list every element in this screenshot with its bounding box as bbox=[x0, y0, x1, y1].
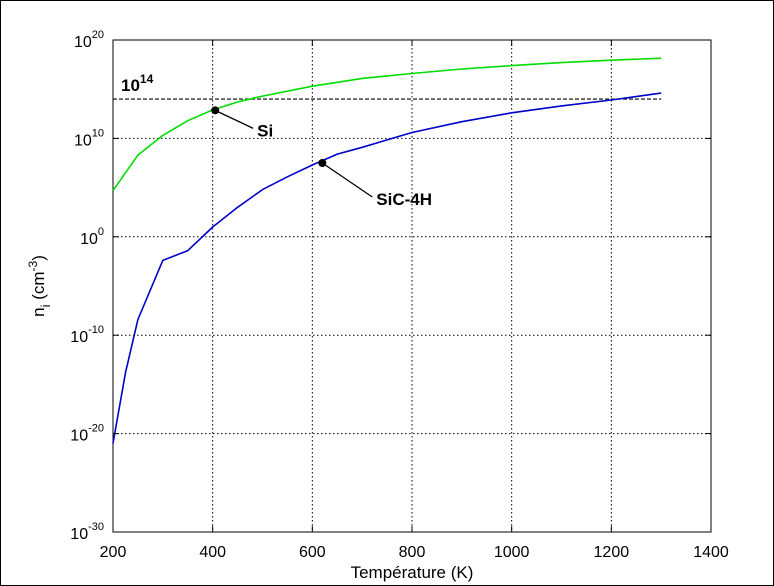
y-tick-base: 10 bbox=[74, 132, 92, 149]
y-tick-exponent: -10 bbox=[88, 324, 104, 336]
y-tick-exponent: 0 bbox=[98, 226, 104, 238]
y-tick-exponent: 20 bbox=[92, 29, 104, 41]
y-label-unit: (cm bbox=[29, 271, 48, 304]
x-axis-label: Température (K) bbox=[351, 563, 474, 582]
annotation-label: Si bbox=[257, 121, 273, 140]
x-tick-label: 600 bbox=[299, 544, 326, 561]
y-label-subscript: i bbox=[38, 304, 53, 307]
x-tick-label: 1200 bbox=[594, 544, 630, 561]
x-tick-label: 400 bbox=[199, 544, 226, 561]
annotation-point bbox=[318, 159, 327, 167]
y-tick-label: 10-10 bbox=[70, 324, 104, 346]
reference-label-exponent: 14 bbox=[140, 72, 154, 86]
y-tick-exponent: -30 bbox=[88, 521, 104, 533]
y-label-base: n bbox=[29, 307, 48, 316]
series-line-2 bbox=[112, 92, 662, 444]
series-line-1 bbox=[112, 57, 662, 192]
reference-line-label: 1014 bbox=[121, 72, 154, 95]
y-tick-base: 10 bbox=[74, 34, 92, 51]
y-axis-label: ni (cm-3) bbox=[26, 255, 53, 317]
annotation-leader-line bbox=[321, 162, 373, 198]
y-tick-exponent: -20 bbox=[88, 423, 104, 435]
plot-area bbox=[112, 39, 712, 533]
annotations-group: Si SiC-4H bbox=[211, 106, 432, 209]
series-group bbox=[112, 57, 662, 444]
annotation-leader-line bbox=[214, 109, 254, 129]
y-tick-label: 10-30 bbox=[70, 521, 104, 543]
y-tick-base: 10 bbox=[70, 526, 88, 543]
y-label-unit-exp: -3 bbox=[26, 260, 40, 271]
x-tick-label: 200 bbox=[100, 544, 127, 561]
y-tick-label: 1010 bbox=[74, 127, 104, 149]
x-axis-ticks: 200 400 600 800 1000 1200 1400 bbox=[100, 40, 729, 561]
x-tick-label: 1000 bbox=[494, 544, 530, 561]
y-tick-label: 10-20 bbox=[70, 423, 104, 445]
reference-label-base: 10 bbox=[121, 76, 140, 95]
annotation-label: SiC-4H bbox=[376, 190, 432, 209]
reference-line-group: 1014 bbox=[113, 72, 662, 100]
annotation-point bbox=[211, 106, 220, 115]
y-tick-base: 10 bbox=[70, 428, 88, 445]
y-tick-base: 10 bbox=[70, 329, 88, 346]
x-tick-label: 1400 bbox=[693, 544, 729, 561]
y-tick-base: 10 bbox=[80, 231, 98, 248]
y-label-unit-close: ) bbox=[29, 255, 48, 261]
y-tick-label: 1020 bbox=[74, 29, 104, 51]
x-tick-label: 800 bbox=[399, 544, 426, 561]
y-tick-label: 100 bbox=[80, 226, 104, 248]
y-tick-exponent: 10 bbox=[92, 127, 104, 139]
